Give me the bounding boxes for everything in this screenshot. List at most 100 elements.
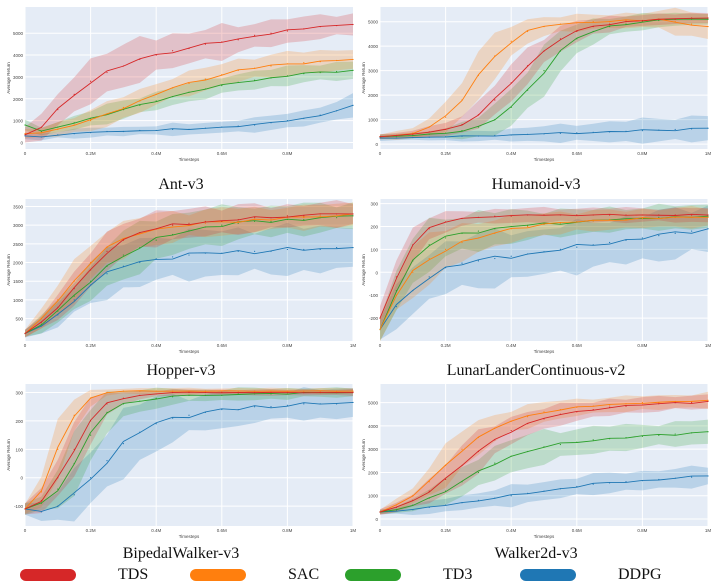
point-tds xyxy=(73,288,75,290)
point-td3 xyxy=(204,394,206,396)
point-sac xyxy=(286,390,288,392)
point-tds xyxy=(559,38,561,40)
legend-swatch-tds xyxy=(20,569,76,581)
point-sac xyxy=(336,215,338,217)
point-sac xyxy=(494,232,496,234)
point-tds xyxy=(73,448,75,450)
point-sac xyxy=(674,400,676,403)
point-tds xyxy=(204,220,206,223)
point-sac xyxy=(40,317,43,320)
point-sac xyxy=(527,225,529,228)
point-td3 xyxy=(559,443,561,446)
x-tick-label: 0 xyxy=(24,343,27,348)
x-tick-label: 0 xyxy=(379,151,382,156)
point-td3 xyxy=(155,239,157,241)
point-sac xyxy=(576,221,578,223)
point-ddpg xyxy=(641,237,643,239)
point-ddpg xyxy=(270,250,272,252)
point-ddpg xyxy=(172,128,174,130)
point-sac xyxy=(90,397,92,399)
y-tick-label: 2500 xyxy=(13,242,24,247)
chart-lunarlandercontinuous-v2: -200 -100 0 100 200 300 0 0.2M 0.4M 0.6M 0.8M 1M Tim… xyxy=(361,199,711,354)
point-ddpg xyxy=(40,325,43,327)
point-ddpg xyxy=(139,129,141,132)
point-ddpg xyxy=(445,504,447,506)
point-sac xyxy=(24,133,26,135)
x-tick-label: 0.8M xyxy=(282,528,292,533)
point-ddpg xyxy=(254,250,256,252)
point-ddpg xyxy=(691,128,693,130)
point-td3 xyxy=(641,21,643,23)
point-ddpg xyxy=(527,133,529,135)
point-ddpg xyxy=(57,314,59,316)
point-sac xyxy=(270,65,272,67)
point-tds xyxy=(658,214,660,216)
point-ddpg xyxy=(576,246,578,248)
y-tick-label: 2000 xyxy=(13,261,24,266)
chart-title: Walker2d-v3 xyxy=(494,545,578,562)
point-sac xyxy=(691,216,693,218)
point-sac xyxy=(445,116,447,118)
line-ddpg xyxy=(24,247,354,334)
point-sac xyxy=(221,390,223,392)
point-ddpg xyxy=(412,290,414,292)
point-ddpg xyxy=(609,131,611,133)
point-tds xyxy=(379,136,381,138)
point-ddpg xyxy=(527,253,529,255)
panel-bipedalwalker-v3: -100 0 100 200 300 0 0.2M 0.4M 0.6M 0.8M 1M Timeste… xyxy=(5,380,357,562)
panel-lunarlandercontinuous-v2: -200 -100 0 100 200 300 0 0.2M 0.4M 0.6M 0.8M 1M Tim… xyxy=(360,195,712,379)
point-sac xyxy=(155,390,157,392)
point-sac xyxy=(576,406,578,408)
point-sac xyxy=(461,241,463,244)
point-ddpg xyxy=(73,299,75,301)
point-ddpg xyxy=(221,126,223,128)
point-ddpg xyxy=(204,127,206,129)
point-sac xyxy=(90,261,92,264)
point-ddpg xyxy=(122,265,124,267)
x-tick-label: 1M xyxy=(350,528,357,533)
x-tick-label: 0.8M xyxy=(282,343,292,348)
point-tds xyxy=(461,123,463,126)
point-ddpg xyxy=(172,417,174,419)
point-tds xyxy=(412,133,414,135)
point-tds xyxy=(707,214,709,216)
point-ddpg xyxy=(428,506,430,508)
point-sac xyxy=(73,124,75,126)
point-td3 xyxy=(477,471,479,474)
point-sac xyxy=(122,390,124,392)
point-sac xyxy=(40,132,43,134)
point-tds xyxy=(254,217,256,219)
point-ddpg xyxy=(674,232,676,234)
point-tds xyxy=(303,391,305,394)
point-tds xyxy=(155,393,157,395)
point-sac xyxy=(445,464,447,467)
y-tick-label: 2000 xyxy=(13,97,24,102)
y-tick-label: 5000 xyxy=(13,31,24,36)
point-sac xyxy=(707,399,709,401)
x-tick-label: 0.6M xyxy=(572,343,582,348)
point-sac xyxy=(494,55,496,57)
y-tick-label: 500 xyxy=(15,317,23,322)
point-tds xyxy=(40,321,43,323)
point-td3 xyxy=(477,230,479,232)
point-td3 xyxy=(24,124,26,126)
point-ddpg xyxy=(155,423,157,425)
band-td3 xyxy=(25,61,353,136)
point-td3 xyxy=(559,50,561,52)
plot-area xyxy=(25,7,353,149)
legend-item-sac: SAC xyxy=(190,565,319,585)
point-sac xyxy=(477,237,479,239)
point-sac xyxy=(90,120,92,122)
point-tds xyxy=(559,413,561,415)
point-ddpg xyxy=(461,502,463,504)
point-tds xyxy=(379,317,381,319)
legend: TDS SAC TD3 DDPG xyxy=(0,563,715,587)
point-ddpg xyxy=(254,124,256,126)
point-tds xyxy=(395,506,397,508)
point-td3 xyxy=(237,222,239,224)
point-ddpg xyxy=(188,128,190,130)
point-tds xyxy=(155,228,157,230)
y-tick-label: 3000 xyxy=(368,69,379,74)
point-tds xyxy=(237,39,239,41)
point-td3 xyxy=(691,432,693,434)
